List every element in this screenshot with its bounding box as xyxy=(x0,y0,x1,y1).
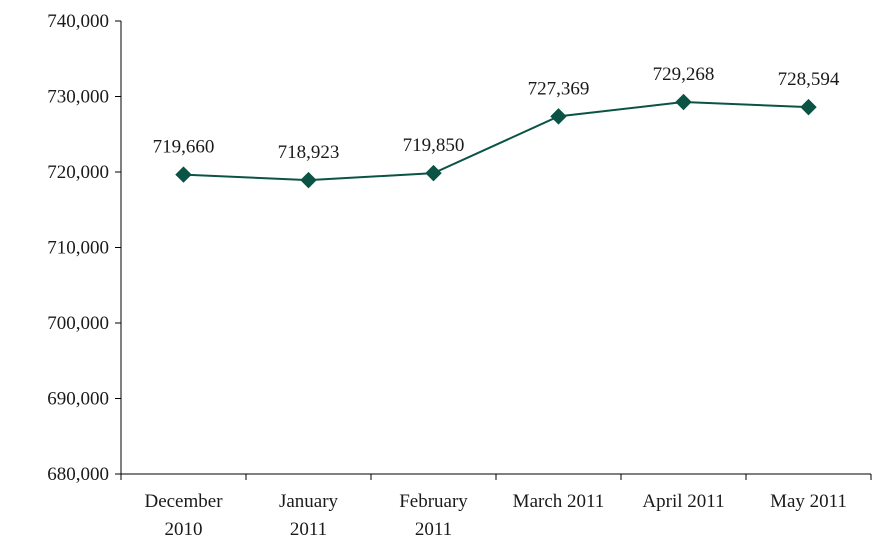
x-tick-label-line: February xyxy=(399,491,468,512)
x-tick-label: January 2011 xyxy=(279,491,339,540)
x-tick-label-line: March 2011 xyxy=(513,491,605,512)
y-tick-label: 730,000 xyxy=(47,87,109,108)
data-point-marker xyxy=(300,171,317,189)
data-labels: 719,660 718,923 719,850 727,369 729,268 728,5… xyxy=(153,64,840,163)
x-axis: December 2010 January 2011 February 2011 March… xyxy=(120,473,872,540)
x-tick-label-line: January xyxy=(279,491,339,512)
x-tick-label-line: May 2011 xyxy=(770,491,847,512)
data-point-marker xyxy=(550,108,567,125)
y-tick-label: 740,000 xyxy=(47,11,109,32)
x-tick-label-line: December xyxy=(144,491,223,512)
series-line xyxy=(183,101,809,182)
data-label: 719,850 xyxy=(403,135,465,156)
x-tick-label: March 2011 xyxy=(513,491,605,512)
x-tick-label-line: April 2011 xyxy=(642,491,724,512)
x-tick-label-line: 2011 xyxy=(415,519,452,540)
x-tick-label-line: 2011 xyxy=(290,519,327,540)
data-label: 727,369 xyxy=(528,78,590,99)
data-point-marker xyxy=(800,98,817,116)
x-tick-label: April 2011 xyxy=(642,491,724,512)
data-label: 729,268 xyxy=(653,64,715,85)
data-point-marker xyxy=(175,166,192,183)
series-group xyxy=(175,93,817,189)
data-label: 728,594 xyxy=(778,69,840,90)
data-label: 719,660 xyxy=(153,137,215,158)
data-point-marker xyxy=(675,93,692,111)
x-tick-label: May 2011 xyxy=(770,491,847,512)
y-tick-label: 710,000 xyxy=(47,238,109,259)
data-point-marker xyxy=(425,164,442,182)
y-tick-label: 690,000 xyxy=(47,389,109,410)
y-tick-label: 680,000 xyxy=(47,464,109,485)
y-tick-label: 700,000 xyxy=(47,313,109,334)
x-tick-label: February 2011 xyxy=(399,491,468,540)
x-tick-label-line: 2010 xyxy=(165,519,203,540)
y-tick-label: 720,000 xyxy=(47,162,109,183)
y-axis: 680,000 690,000 700,000 710,000 720,000 730,0… xyxy=(47,11,122,485)
x-tick-label: December 2010 xyxy=(144,491,223,540)
data-label: 718,923 xyxy=(278,142,340,163)
